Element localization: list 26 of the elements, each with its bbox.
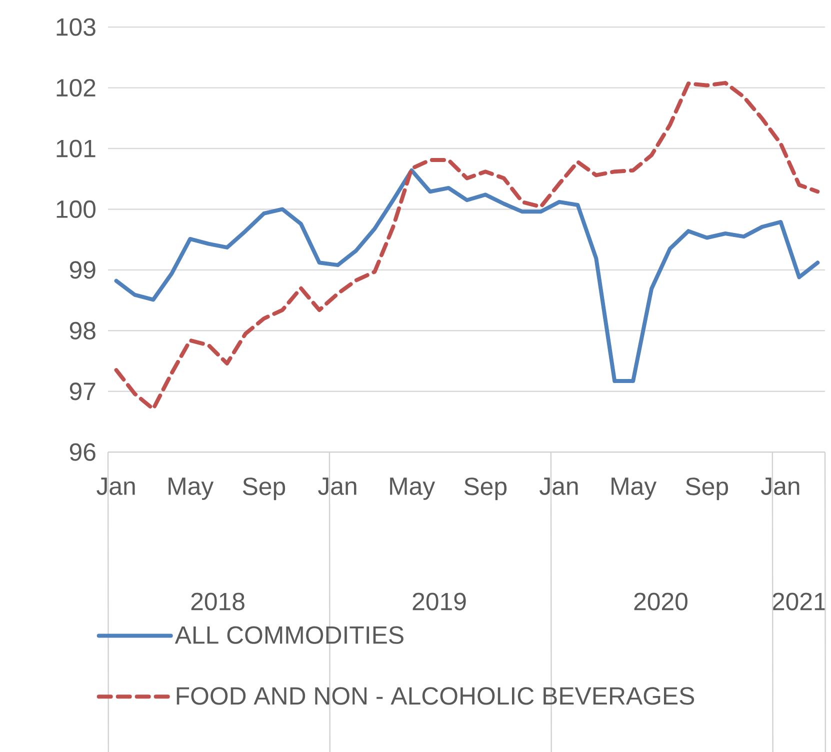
x-tick-label: Sep	[686, 478, 728, 500]
x-tick-label: Jan	[96, 478, 135, 495]
x-tick-label: Jan	[761, 478, 800, 495]
text: 2019	[412, 592, 466, 610]
text: 2020	[634, 592, 688, 610]
x-tick-label: May	[168, 478, 214, 500]
legend-label: ALL COMMODITIES	[174, 626, 404, 644]
y-tick-label: 101	[56, 140, 96, 158]
text: 2018	[191, 592, 244, 610]
y-tick-label: 103	[56, 18, 96, 36]
y-tick-label: 96	[70, 443, 96, 461]
x-tick-label: Jan	[318, 478, 356, 495]
x-tick-label: Sep	[464, 478, 507, 500]
y-tick-label: 100	[56, 200, 96, 218]
line-series	[114, 80, 820, 411]
y-tick-label: 99	[70, 261, 96, 279]
legend-label: FOOD AND NON - ALCOHOLIC BEVERAGES	[176, 687, 694, 705]
line-series	[114, 168, 820, 384]
x-tick-label: Jan	[540, 478, 578, 495]
x-tick-label: May	[390, 478, 436, 500]
x-tick-label: May	[612, 478, 657, 500]
text: 2021	[772, 592, 826, 610]
x-tick-label: Sep	[242, 478, 286, 500]
y-tick-label: 98	[70, 322, 96, 340]
y-tick-label: 97	[70, 382, 96, 400]
y-tick-label: 102	[56, 78, 96, 97]
